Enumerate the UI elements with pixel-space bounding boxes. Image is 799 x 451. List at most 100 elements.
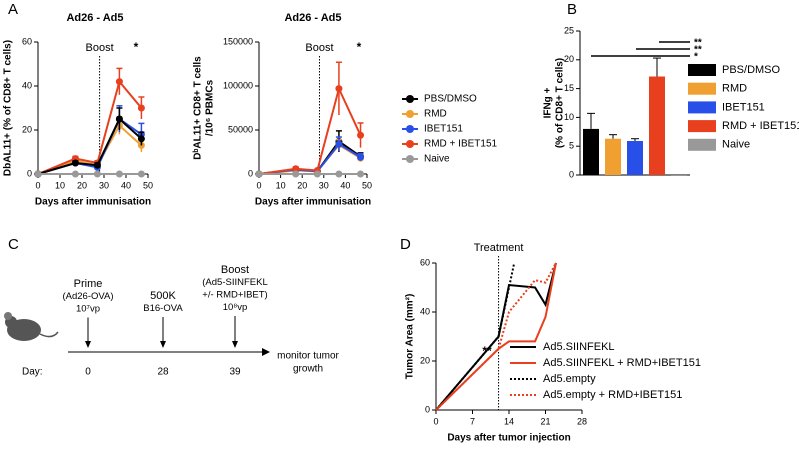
event-arrowhead (232, 341, 238, 348)
panel-label: B (567, 1, 577, 18)
x-tick-label: 20 (77, 180, 87, 190)
event-text: +/- RMD+IBET) (202, 290, 267, 301)
marker (93, 161, 101, 169)
y-tick-label: 60 (420, 257, 430, 267)
marker (34, 170, 42, 178)
legend-marker (406, 155, 414, 163)
y-tick-label: 0 (248, 168, 253, 178)
chart-title: Ad26 - Ad5 (66, 12, 123, 24)
series-line (37, 79, 143, 175)
event-arrowhead (85, 341, 91, 348)
day-caption: Day: (22, 367, 43, 378)
event-label: Treatment (474, 242, 524, 254)
x-axis-label: Days after immunisation (35, 197, 151, 208)
panel-label: C (8, 236, 19, 253)
mouse-icon (4, 312, 59, 341)
legend-label: PBS/DMSO (424, 94, 477, 105)
event-label: Boost (305, 42, 333, 54)
marker (313, 170, 321, 178)
legend-swatch (688, 138, 716, 151)
bar (649, 76, 665, 175)
event-text: 10⁸vp (223, 302, 248, 313)
legend-swatch (688, 82, 716, 95)
legend-label: RMD (424, 109, 447, 120)
x-tick-label: 10 (276, 180, 286, 190)
y-axis-label: IFNg + (543, 87, 554, 118)
y-tick-label: 20 (22, 124, 32, 134)
y-axis-label: /10⁶ PBMCs (205, 79, 216, 136)
marker (292, 170, 300, 178)
marker (335, 140, 343, 148)
event-text: Boost (221, 264, 249, 276)
panel-label: A (8, 1, 18, 18)
y-tick-label: 0 (425, 404, 430, 414)
series-line (435, 262, 557, 411)
x-axis-label: Days after immunisation (255, 197, 371, 208)
x-tick-label: 0 (35, 180, 40, 190)
x-tick-label: 50 (362, 180, 372, 190)
y-tick-label: 10 (564, 112, 574, 122)
marker (137, 135, 145, 143)
legend-label: Ad5.empty (543, 373, 596, 385)
event-label: Boost (86, 42, 114, 54)
y-tick-label: 20 (420, 355, 430, 365)
legend-label: Naive (722, 139, 750, 151)
day-label: 28 (157, 367, 169, 378)
y-tick-label: 0 (569, 169, 574, 179)
x-tick-label: 30 (99, 180, 109, 190)
y-tick-label: 15 (564, 83, 574, 93)
chart-title: Ad26 - Ad5 (284, 12, 341, 24)
bar (583, 128, 599, 175)
legend-label: IBET151 (424, 124, 463, 135)
legend-swatch (688, 120, 716, 133)
marker (335, 85, 343, 93)
legend-label: RMD + IBET151 (722, 120, 799, 132)
event-text: 500K (150, 290, 176, 302)
marker (292, 165, 300, 173)
x-tick-label: 20 (297, 180, 307, 190)
y-tick-label: 0 (27, 168, 32, 178)
y-axis-label: Tumor Area (mm²) (405, 294, 416, 380)
y-tick-label: 20 (564, 54, 574, 64)
x-axis-label: Days after tumor injection (447, 433, 570, 444)
legend-marker (406, 110, 414, 118)
bar (627, 141, 643, 175)
marker (93, 170, 101, 178)
event-text: Prime (74, 278, 103, 290)
significance: ** (694, 38, 702, 49)
significance: * (134, 40, 139, 54)
legend-label: Ad5.empty + RMD+IBET151 (543, 389, 682, 401)
legend-label: RMD + IBET151 (424, 139, 498, 150)
y-tick-label: 5 (569, 141, 574, 151)
legend-label: Naive (424, 154, 450, 165)
x-tick-label: 40 (340, 180, 350, 190)
marker (71, 159, 79, 167)
event-arrowhead (160, 341, 166, 348)
x-tick-label: 50 (143, 180, 153, 190)
day-label: 39 (229, 367, 241, 378)
y-tick-label: 100000 (223, 80, 253, 90)
y-tick-label: 50000 (228, 124, 253, 134)
significance: * (357, 40, 362, 54)
legend-label: RMD (722, 83, 747, 95)
event-text: B16-OVA (143, 303, 183, 314)
timeline-arrowhead (262, 348, 270, 356)
x-tick-label: 10 (55, 180, 65, 190)
y-tick-label: 40 (420, 306, 430, 316)
marker (255, 170, 263, 178)
significance: * (694, 52, 698, 63)
series-line (37, 117, 142, 175)
marker (335, 170, 343, 178)
y-tick-label: 60 (22, 36, 32, 46)
series-line (435, 262, 516, 411)
legend-marker (406, 95, 414, 103)
y-axis-label: (% of CD8+ T cells) (555, 58, 566, 148)
x-tick-label: 40 (121, 180, 131, 190)
x-tick-label: 21 (540, 416, 550, 426)
series-line (258, 85, 362, 175)
marker (137, 104, 145, 112)
marker (115, 170, 123, 178)
legend-label: PBS/DMSO (722, 64, 781, 76)
x-tick-label: 14 (504, 416, 514, 426)
